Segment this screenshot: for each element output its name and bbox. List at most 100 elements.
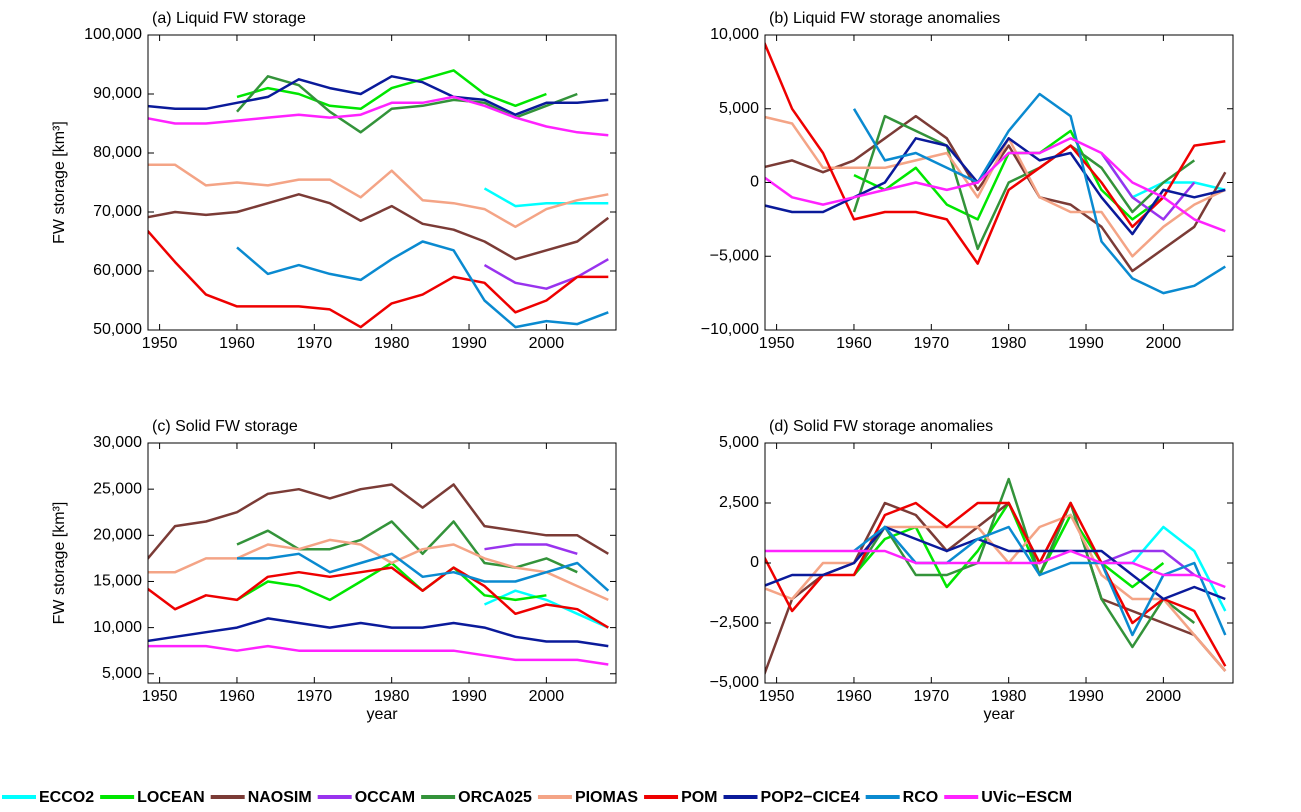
legend-label: RCO bbox=[903, 789, 939, 806]
y-tick-label: −10,000 bbox=[701, 321, 759, 338]
series-line bbox=[852, 114, 1196, 251]
panel-title: (c) Solid FW storage bbox=[152, 418, 298, 435]
series-line bbox=[765, 549, 1226, 589]
plot-area bbox=[765, 41, 1227, 295]
x-tick-label: 1950 bbox=[142, 335, 178, 352]
x-tick-label: 1960 bbox=[219, 335, 255, 352]
x-tick-label: 1990 bbox=[1068, 688, 1104, 705]
legend-label: LOCEAN bbox=[137, 789, 205, 806]
series-line bbox=[765, 41, 1226, 265]
y-tick-label: 5,000 bbox=[719, 100, 759, 117]
series-line bbox=[853, 525, 1227, 637]
series-line bbox=[148, 229, 609, 329]
series-line bbox=[483, 258, 609, 290]
x-tick-label: 1970 bbox=[297, 688, 333, 705]
y-tick-label: −5,000 bbox=[710, 674, 759, 691]
series-line bbox=[148, 566, 609, 629]
legend-label: OCCAM bbox=[355, 789, 415, 806]
y-tick-label: 80,000 bbox=[93, 144, 142, 161]
x-tick-label: 1990 bbox=[451, 335, 487, 352]
axes-box bbox=[147, 442, 617, 684]
x-tick-label: 2000 bbox=[529, 688, 565, 705]
series-line bbox=[852, 92, 1226, 295]
series-line bbox=[765, 137, 1226, 236]
x-tick-label: 1950 bbox=[142, 688, 178, 705]
y-tick-label: 2,500 bbox=[719, 494, 759, 511]
x-tick-label: 1990 bbox=[1068, 335, 1104, 352]
y-axis-label: FW storage [km³] bbox=[51, 502, 68, 625]
series-line bbox=[236, 69, 547, 111]
y-tick-label: 60,000 bbox=[93, 262, 142, 279]
x-axis-label: year bbox=[983, 706, 1015, 723]
panel-title: (b) Liquid FW storage anomalies bbox=[769, 10, 1000, 27]
x-tick-label: 1970 bbox=[914, 335, 950, 352]
y-tick-label: 90,000 bbox=[93, 85, 142, 102]
y-tick-label: 10,000 bbox=[710, 26, 759, 43]
x-tick-label: 2000 bbox=[529, 335, 565, 352]
x-tick-label: 1970 bbox=[297, 335, 333, 352]
y-tick-label: 30,000 bbox=[93, 434, 142, 451]
y-tick-label: 20,000 bbox=[93, 527, 142, 544]
series-line bbox=[148, 483, 609, 561]
y-tick-label: 5,000 bbox=[102, 665, 142, 682]
series-line bbox=[765, 501, 1227, 667]
series-line bbox=[1100, 152, 1196, 221]
y-tick-label: 70,000 bbox=[93, 203, 142, 220]
x-tick-label: 1960 bbox=[836, 688, 872, 705]
series-line bbox=[1101, 549, 1196, 576]
y-tick-label: 10,000 bbox=[93, 619, 142, 636]
legend-label: POM bbox=[681, 789, 717, 806]
x-axis-label: year bbox=[366, 706, 398, 723]
y-tick-label: −2,500 bbox=[710, 614, 759, 631]
series-line bbox=[237, 552, 610, 592]
x-tick-label: 2000 bbox=[1146, 688, 1182, 705]
legend-label: NAOSIM bbox=[248, 789, 312, 806]
series-line bbox=[236, 75, 578, 134]
x-tick-label: 1950 bbox=[759, 688, 795, 705]
x-tick-label: 1970 bbox=[914, 688, 950, 705]
series-line bbox=[765, 525, 1226, 601]
panel-title: (d) Solid FW storage anomalies bbox=[769, 418, 993, 435]
series-line bbox=[483, 187, 609, 208]
legend-label: UVic−ESCM bbox=[981, 789, 1072, 806]
series-line bbox=[148, 75, 609, 116]
series-line bbox=[484, 543, 578, 555]
x-tick-label: 1950 bbox=[759, 335, 795, 352]
y-tick-label: 5,000 bbox=[719, 434, 759, 451]
y-tick-label: 0 bbox=[750, 554, 759, 571]
y-tick-label: 25,000 bbox=[93, 480, 142, 497]
series-line bbox=[148, 617, 609, 648]
series-line bbox=[148, 538, 609, 602]
x-tick-label: 1960 bbox=[836, 335, 872, 352]
y-tick-label: 100,000 bbox=[84, 26, 142, 43]
x-tick-label: 1980 bbox=[991, 335, 1027, 352]
y-tick-label: 0 bbox=[750, 174, 759, 191]
series-line bbox=[236, 520, 578, 574]
legend-label: ORCA025 bbox=[458, 789, 532, 806]
series-line bbox=[148, 644, 609, 666]
x-tick-label: 2000 bbox=[1146, 335, 1182, 352]
plot-area bbox=[148, 69, 610, 329]
plot-area bbox=[765, 477, 1227, 677]
series-line bbox=[765, 137, 1226, 233]
y-tick-label: −5,000 bbox=[710, 247, 759, 264]
x-tick-label: 1990 bbox=[451, 688, 487, 705]
x-tick-label: 1980 bbox=[374, 335, 410, 352]
legend-label: PIOMAS bbox=[575, 789, 638, 806]
series-line bbox=[148, 95, 609, 137]
y-tick-label: 15,000 bbox=[93, 573, 142, 590]
x-tick-label: 1980 bbox=[991, 688, 1027, 705]
series-line bbox=[483, 589, 609, 629]
legend-label: POP2−CICE4 bbox=[761, 789, 860, 806]
y-tick-label: 50,000 bbox=[93, 321, 142, 338]
legend: ECCO2 LOCEAN NAOSIM OCCAM ORCA025 PIOMAS POM PO… bbox=[2, 789, 1072, 806]
series-line bbox=[148, 193, 610, 261]
panel-title: (a) Liquid FW storage bbox=[152, 10, 306, 27]
legend-label: ECCO2 bbox=[39, 789, 94, 806]
series-line bbox=[148, 163, 609, 229]
y-axis-label: FW storage [km³] bbox=[51, 121, 68, 244]
series-line bbox=[852, 477, 1196, 649]
x-tick-label: 1960 bbox=[219, 688, 255, 705]
plot-area bbox=[148, 483, 610, 666]
